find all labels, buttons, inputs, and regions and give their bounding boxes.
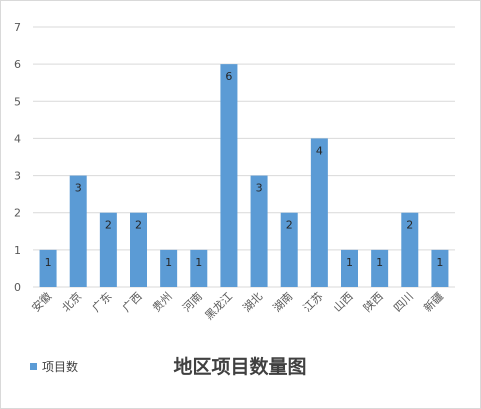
- bar: [69, 175, 87, 287]
- y-tick-label: 6: [14, 58, 21, 71]
- x-tick-label: 安徽: [29, 289, 54, 314]
- bar: [401, 212, 419, 287]
- y-tick-label: 2: [14, 207, 21, 220]
- data-label: 1: [376, 256, 383, 269]
- bar: [431, 249, 449, 287]
- bars: [39, 64, 449, 288]
- data-label: 3: [256, 182, 263, 195]
- bar: [190, 249, 208, 287]
- data-label: 4: [316, 144, 323, 157]
- x-tick-label: 广东: [90, 290, 115, 315]
- y-axis-ticks: 0 1 2 3 4 5 6 7: [14, 21, 21, 294]
- bar: [99, 212, 117, 287]
- bar: [280, 212, 298, 287]
- data-label: 1: [165, 256, 172, 269]
- bar: [39, 249, 57, 287]
- data-label: 3: [75, 182, 82, 195]
- legend: 项目数: [30, 358, 78, 375]
- x-tick-label: 广西: [120, 290, 145, 315]
- bar: [220, 64, 238, 288]
- x-tick-label: 四川: [391, 290, 416, 315]
- data-label: 6: [225, 70, 232, 83]
- bar: [310, 138, 328, 287]
- x-tick-label: 新疆: [421, 289, 446, 314]
- x-tick-label: 黑龙江: [203, 290, 236, 323]
- data-label: 2: [105, 219, 112, 232]
- y-tick-label: 3: [14, 170, 21, 183]
- data-label: 1: [195, 256, 202, 269]
- data-label: 1: [45, 256, 52, 269]
- data-label: 2: [135, 219, 142, 232]
- bar: [130, 212, 147, 287]
- bar: [250, 175, 268, 287]
- x-tick-label: 山西: [331, 290, 356, 315]
- data-label: 1: [346, 256, 353, 269]
- x-tick-label: 湖南: [271, 290, 296, 315]
- x-tick-label: 陕西: [360, 289, 385, 314]
- gridlines: [33, 26, 455, 288]
- bar: [371, 249, 389, 287]
- data-label: 2: [406, 219, 413, 232]
- y-tick-label: 1: [14, 244, 21, 257]
- x-tick-label: 江苏: [301, 290, 326, 315]
- x-tick-label: 贵州: [150, 290, 175, 315]
- bar: [160, 249, 178, 287]
- y-tick-label: 4: [14, 132, 21, 145]
- legend-swatch: [30, 363, 37, 370]
- y-tick-label: 7: [14, 21, 21, 34]
- bar: [341, 249, 358, 287]
- x-tick-label: 湖北: [240, 290, 265, 315]
- data-labels: 1 3 2 2 1 1 6 3 2 4 1 1 2 1: [45, 70, 444, 269]
- y-tick-label: 5: [14, 95, 21, 108]
- data-label: 1: [436, 256, 443, 269]
- x-tick-label: 河南: [180, 290, 205, 315]
- x-tick-label: 北京: [59, 289, 84, 314]
- y-tick-label: 0: [14, 281, 21, 294]
- data-label: 2: [286, 219, 293, 232]
- legend-label: 项目数: [42, 360, 79, 374]
- chart-title: 地区项目数量图: [173, 356, 307, 378]
